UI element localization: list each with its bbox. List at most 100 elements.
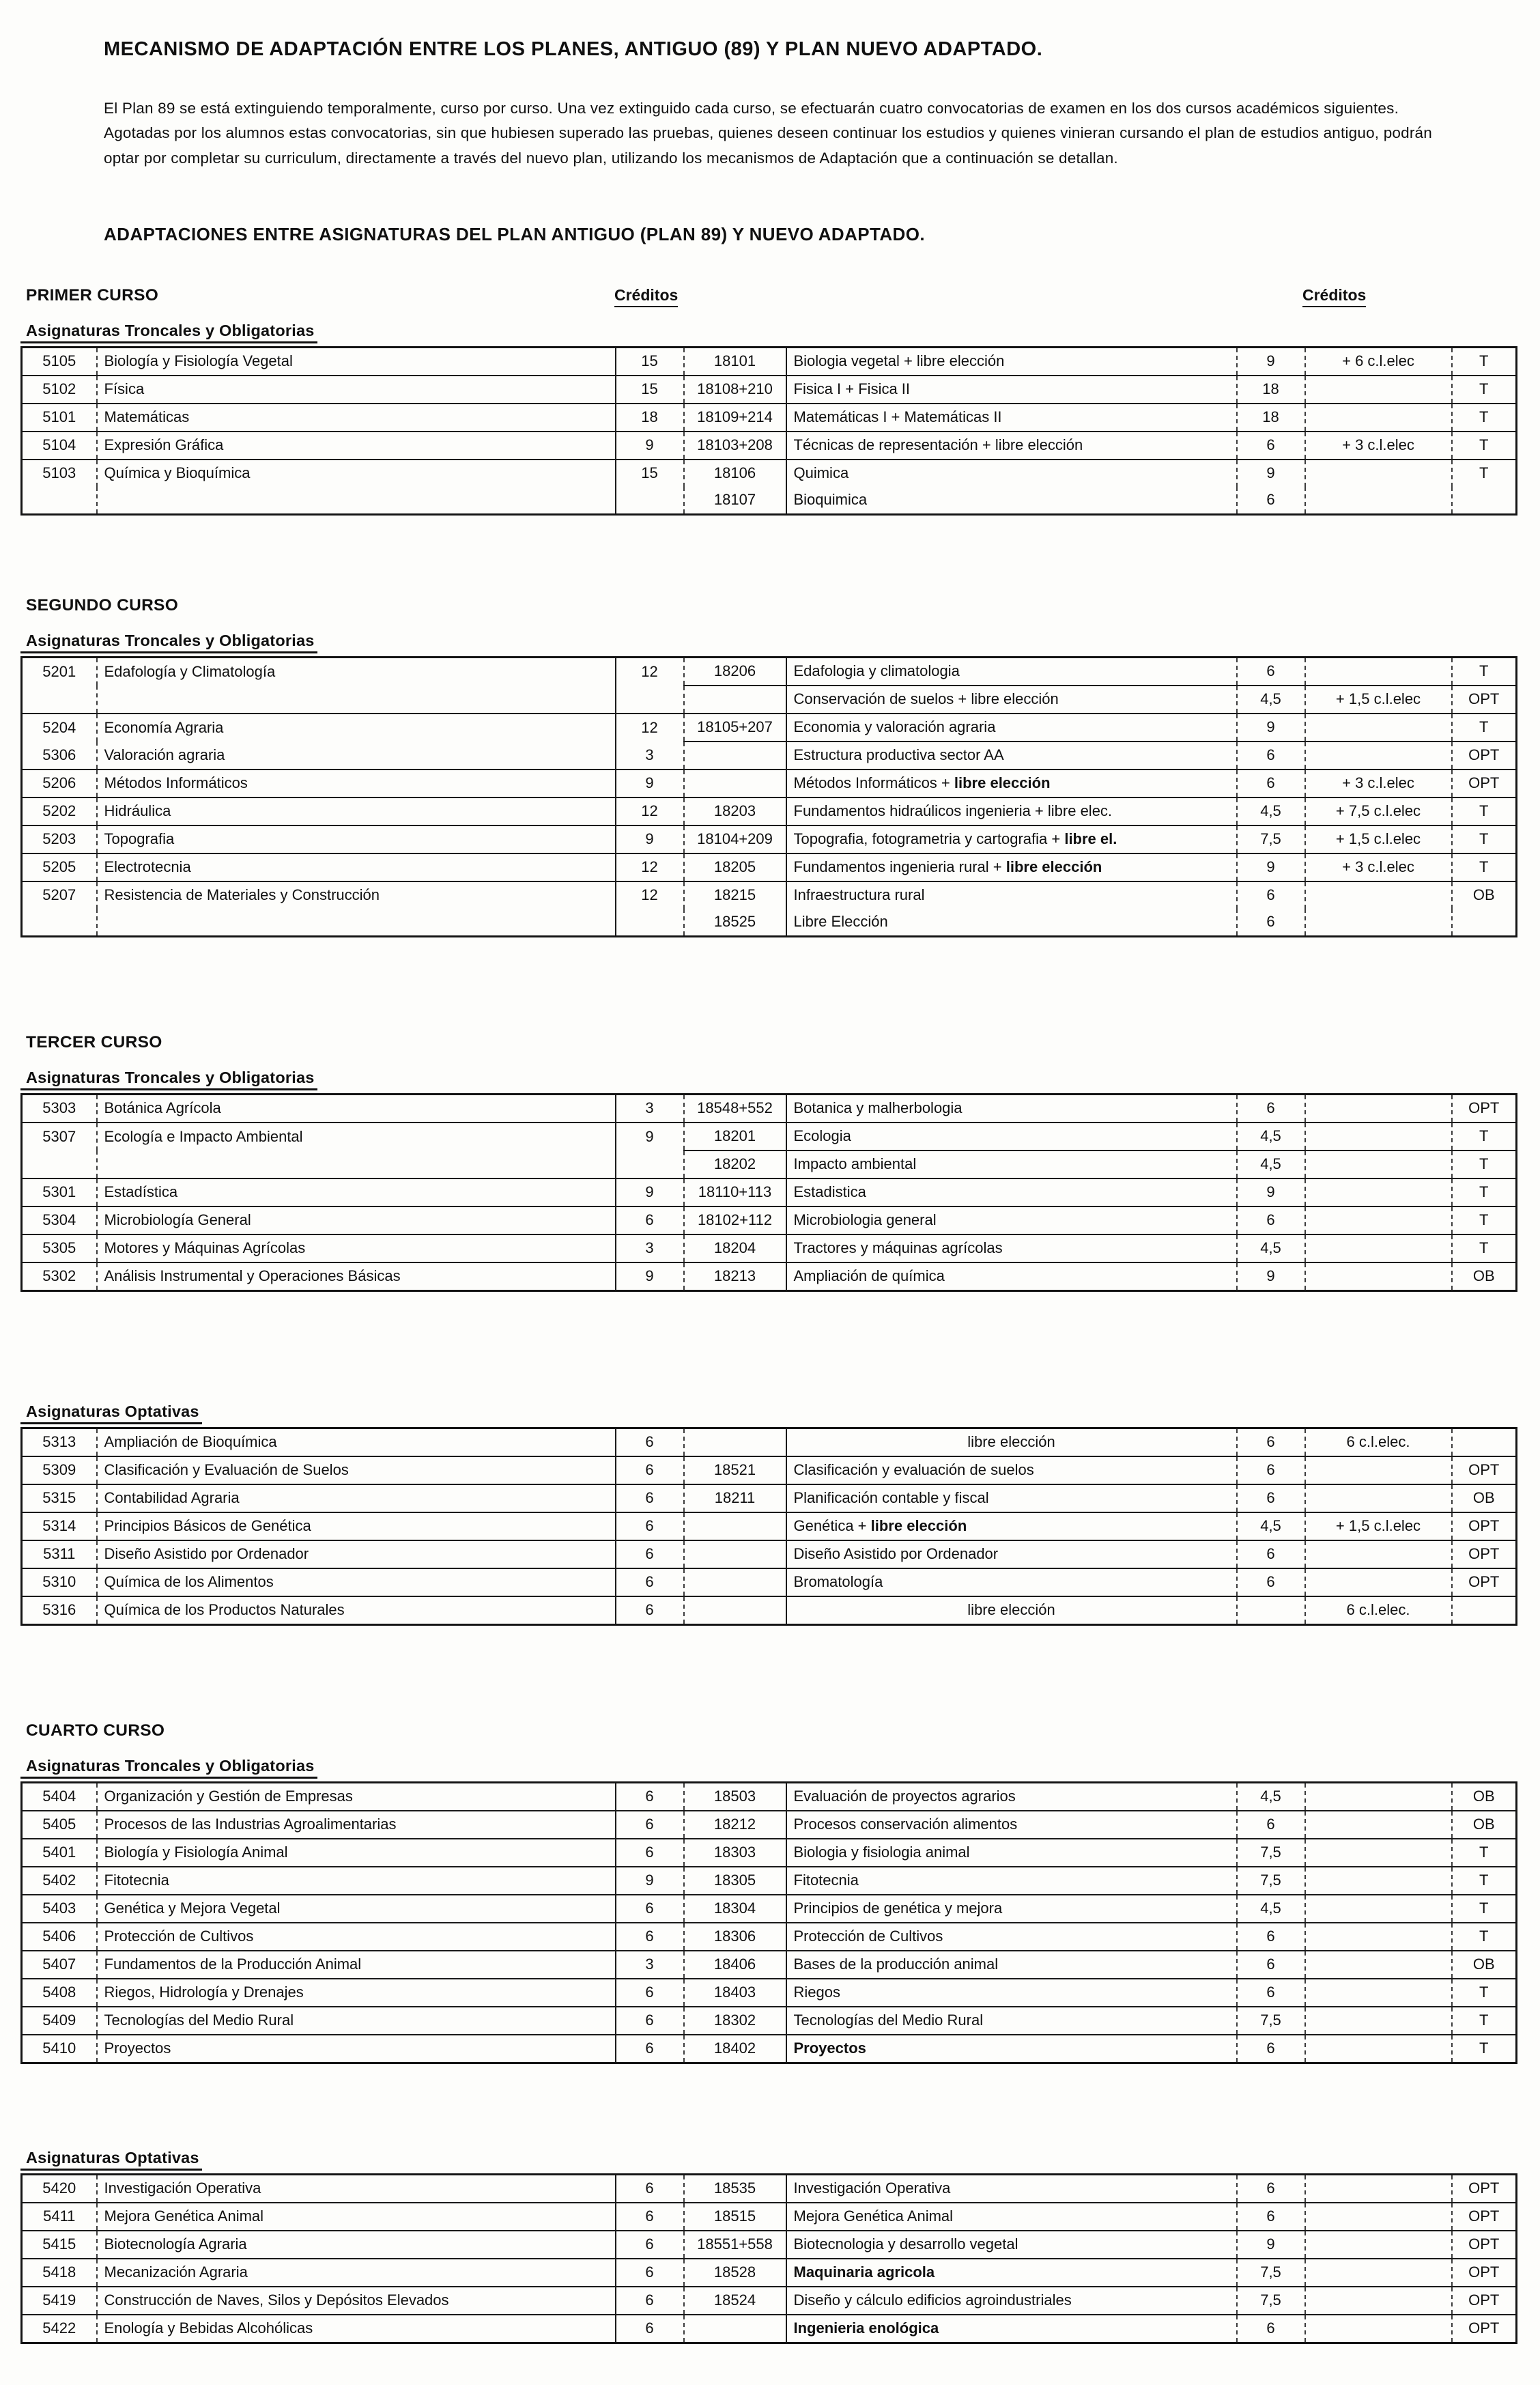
old-credits: 6 (615, 1456, 685, 1485)
old-subject-name: Construcción de Naves, Silos y Depósitos… (96, 2286, 616, 2315)
new-subject-text: Biotecnologia y desarrollo vegetal (793, 2235, 1018, 2253)
subject-type: T (1479, 352, 1489, 370)
old-subject-name: Topografia (96, 825, 616, 854)
old-subject-name: Diseño Asistido por Ordenador (96, 1540, 616, 1569)
course-code (21, 909, 98, 937)
new-subject-text-bold: libre elección (870, 1517, 967, 1535)
old-subject-name: Fitotecnia (96, 1866, 616, 1895)
new-subject-name: Fisica I + Fisica II (786, 375, 1238, 404)
new-subject-text: Fundamentos ingenieria rural + (793, 858, 1006, 876)
course-code: 5102 (21, 375, 98, 404)
old-credits: 9 (615, 825, 685, 854)
old-subject-name: Mecanización Agraria (96, 2258, 616, 2287)
new-subject-text: Biologia y fisiologia animal (793, 1844, 970, 1861)
course-code: 5303 (21, 1094, 98, 1123)
course-code: 5419 (21, 2286, 98, 2315)
subject-type: OPT (1451, 1456, 1517, 1485)
old-subject-name: Proyectos (96, 2034, 616, 2063)
table-row: 5418 Mecanización Agraria 6 18528 Maquinaria… (21, 2258, 1517, 2287)
table-row: 5316 Química de los Productos Naturales 6 l… (21, 1596, 1517, 1625)
new-credits: 7,5 (1236, 1866, 1306, 1895)
new-course-code: 18110+113 (683, 1178, 787, 1207)
course-code (21, 1151, 98, 1179)
new-subject-text: Diseño y cálculo edificios agroindustria… (793, 2291, 1072, 2309)
old-subject-name: Tecnologías del Medio Rural (96, 2006, 616, 2035)
new-credits: 6 (1236, 657, 1306, 686)
new-subject-text-bold: libre el. (1064, 830, 1117, 848)
new-subject-name: Edafologia y climatologia (786, 657, 1238, 686)
old-credits: 6 (615, 2314, 685, 2343)
subject-type: OB (1451, 1484, 1517, 1513)
course-code: 5313 (21, 1428, 98, 1457)
new-course-code (683, 741, 787, 770)
new-subject-text: Técnicas de representación + libre elecc… (793, 436, 1083, 454)
course-code (21, 487, 98, 515)
subject-type: OB (1451, 1810, 1517, 1839)
course-code: 5408 (21, 1978, 98, 2007)
course-section: PRIMER CURSO Créditos Créditos Asignaturas … (20, 286, 1520, 516)
new-course-code: 18205 (683, 853, 787, 882)
page-title: MECANISMO DE ADAPTACIÓN ENTRE LOS PLANES… (104, 38, 1043, 60)
new-course-code: 18503 (683, 1782, 787, 1811)
new-course-code: 18403 (683, 1978, 787, 2007)
new-course-code: 18109+214 (683, 403, 787, 432)
course-code: 5205 (21, 853, 98, 882)
new-course-code (683, 1540, 787, 1569)
new-credits: 6 (1236, 1810, 1306, 1839)
new-course-code: 18303 (683, 1838, 787, 1867)
course-code: 5410 (21, 2034, 98, 2063)
table-row: 5301 Estadística 9 18110+113 Estadistica 9 T (21, 1178, 1517, 1207)
new-subject-name: Tractores y máquinas agrícolas (786, 1234, 1238, 1263)
course-code: 5404 (21, 1782, 98, 1811)
course-code: 5309 (21, 1456, 98, 1485)
old-subject-name: Protección de Cultivos (96, 1922, 616, 1951)
sections: PRIMER CURSO Créditos Créditos Asignaturas … (0, 286, 1540, 2345)
new-subject-name: Técnicas de representación + libre elecc… (786, 431, 1238, 460)
new-subject-text: Conservación de suelos + libre elección (793, 690, 1059, 708)
new-subject-text: libre elección (967, 1433, 1055, 1451)
table-row: 5415 Biotecnología Agraria 6 18551+558 Biote… (21, 2230, 1517, 2259)
new-subject-text: Quimica (793, 464, 849, 482)
table-row: 5406 Protección de Cultivos 6 18306 Protecci… (21, 1922, 1517, 1951)
new-course-code: 18206 (683, 657, 787, 686)
new-credits: 7,5 (1236, 2006, 1306, 2035)
free-election-credits (1304, 1234, 1453, 1263)
section-heading-row: CUARTO CURSO (20, 1721, 1520, 1749)
new-subject-text: Biologia vegetal + libre elección (793, 352, 1005, 370)
old-subject-name (96, 686, 616, 714)
table-row: 5105 Biología y Fisiología Vegetal 15 18101… (21, 347, 1517, 376)
new-credits: 9 (1236, 1178, 1306, 1207)
free-election-credits (1304, 1122, 1453, 1151)
new-subject-name: Infraestructura rural (786, 881, 1238, 909)
new-subject-name: Estructura productiva sector AA (786, 741, 1238, 770)
new-credits: 9 (1236, 2230, 1306, 2259)
free-election-credits (1304, 1922, 1453, 1951)
table-row: 5204 Economía Agraria 12 18105+207 Economia … (21, 713, 1517, 742)
new-credits: 4,5 (1236, 797, 1306, 826)
new-subject-name: Biotecnologia y desarrollo vegetal (786, 2230, 1238, 2259)
course-code: 5103 (21, 459, 98, 488)
subject-type: T (1451, 1206, 1517, 1235)
new-credits: 6 (1236, 881, 1306, 909)
course-code: 5405 (21, 1810, 98, 1839)
course-code: 5420 (21, 2174, 98, 2203)
subject-type: OPT (1451, 2286, 1517, 2315)
new-subject-text: Evaluación de proyectos agrarios (793, 1788, 1016, 1805)
new-course-code: 18104+209 (683, 825, 787, 854)
subject-type: T (1479, 662, 1489, 680)
old-subject-name: Riegos, Hidrología y Drenajes (96, 1978, 616, 2007)
free-election-credits (1304, 1094, 1453, 1123)
old-credits: 9 (615, 431, 685, 460)
course-code: 5307 (21, 1122, 98, 1151)
old-subject-name: Química de los Productos Naturales (96, 1596, 616, 1625)
table-row: 5410 Proyectos 6 18402 Proyectos 6 T (21, 2034, 1517, 2063)
old-credits: 6 (615, 1922, 685, 1951)
new-course-code: 18521 (683, 1456, 787, 1485)
section-subheading: Asignaturas Optativas (20, 1402, 202, 1425)
free-election-credits: + 6 c.l.elec (1304, 347, 1453, 376)
subject-type: T (1451, 713, 1517, 742)
course-code: 5104 (21, 431, 98, 460)
course-code: 5401 (21, 1838, 98, 1867)
adaptation-table: 5303 Botánica Agrícola 3 18548+552 Botanica … (20, 1093, 1517, 1293)
old-subject-name: Botánica Agrícola (96, 1094, 616, 1123)
